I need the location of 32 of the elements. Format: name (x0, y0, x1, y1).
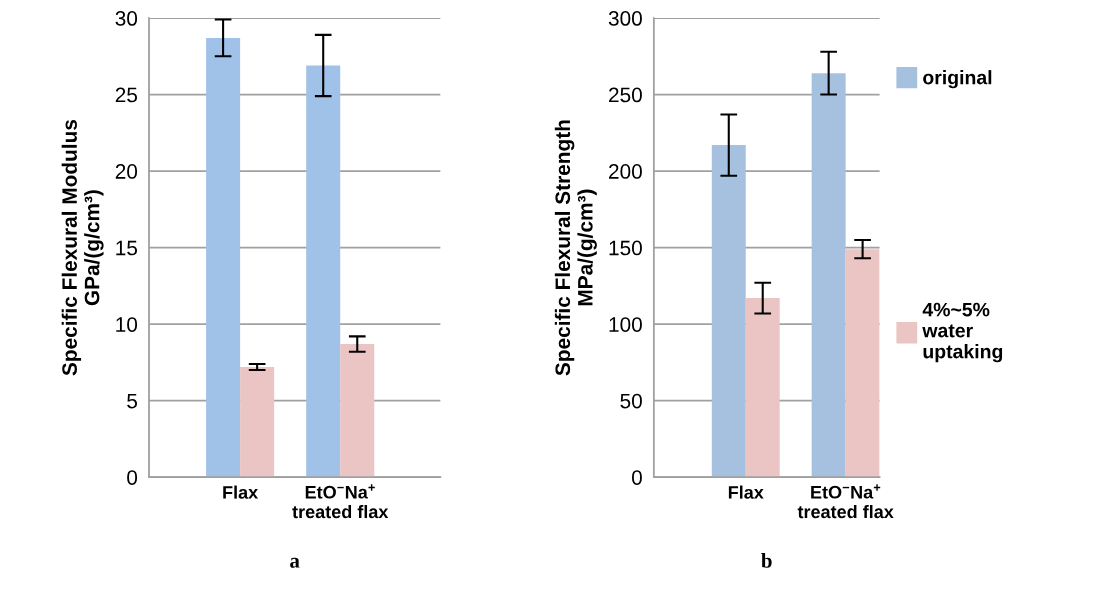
y-tick-label: 200 (609, 164, 642, 179)
text: a (290, 557, 300, 568)
y-tick-label: 20 (115, 164, 138, 179)
bar (240, 366, 275, 478)
y-tick-label: 250 (609, 87, 642, 103)
y-tick-label: 5 (127, 393, 138, 409)
y-tick-label: 50 (620, 393, 642, 409)
y-tick-label: 0 (127, 470, 138, 485)
bar (845, 249, 880, 478)
x-tick-label: EtO$^{−}$Na$^{+}$ treated flax (797, 484, 894, 519)
y-tick-label: 0 (631, 470, 642, 485)
y-tick-label: 300 (608, 11, 642, 26)
text: b (761, 553, 772, 568)
bar (206, 37, 241, 478)
y-axis-title: Specific Flexural Modulus GPa/(g/cm³) (61, 119, 104, 376)
x-tick-label: Flax (223, 485, 259, 499)
legend-label: 4%~5% water uptaking (922, 302, 1003, 363)
bar (745, 298, 780, 478)
y-tick-label: 150 (609, 240, 642, 256)
bar (340, 344, 375, 478)
y-tick-label: 100 (609, 317, 642, 332)
x-tick-label: Flax (728, 485, 764, 499)
bar (306, 65, 341, 478)
x-tick-label: EtO$^{−}$Na$^{+}$ treated flax (292, 484, 389, 519)
bar (711, 145, 746, 478)
bar (811, 73, 846, 478)
y-tick-label: 30 (115, 11, 138, 26)
y-tick-label: 15 (116, 240, 138, 256)
y-axis-title: Specific Flexural Strength MPa/(g/cm³) (554, 120, 597, 376)
y-tick-label: 10 (116, 317, 138, 332)
y-tick-label: 25 (115, 87, 138, 103)
legend-label: original (923, 70, 992, 89)
